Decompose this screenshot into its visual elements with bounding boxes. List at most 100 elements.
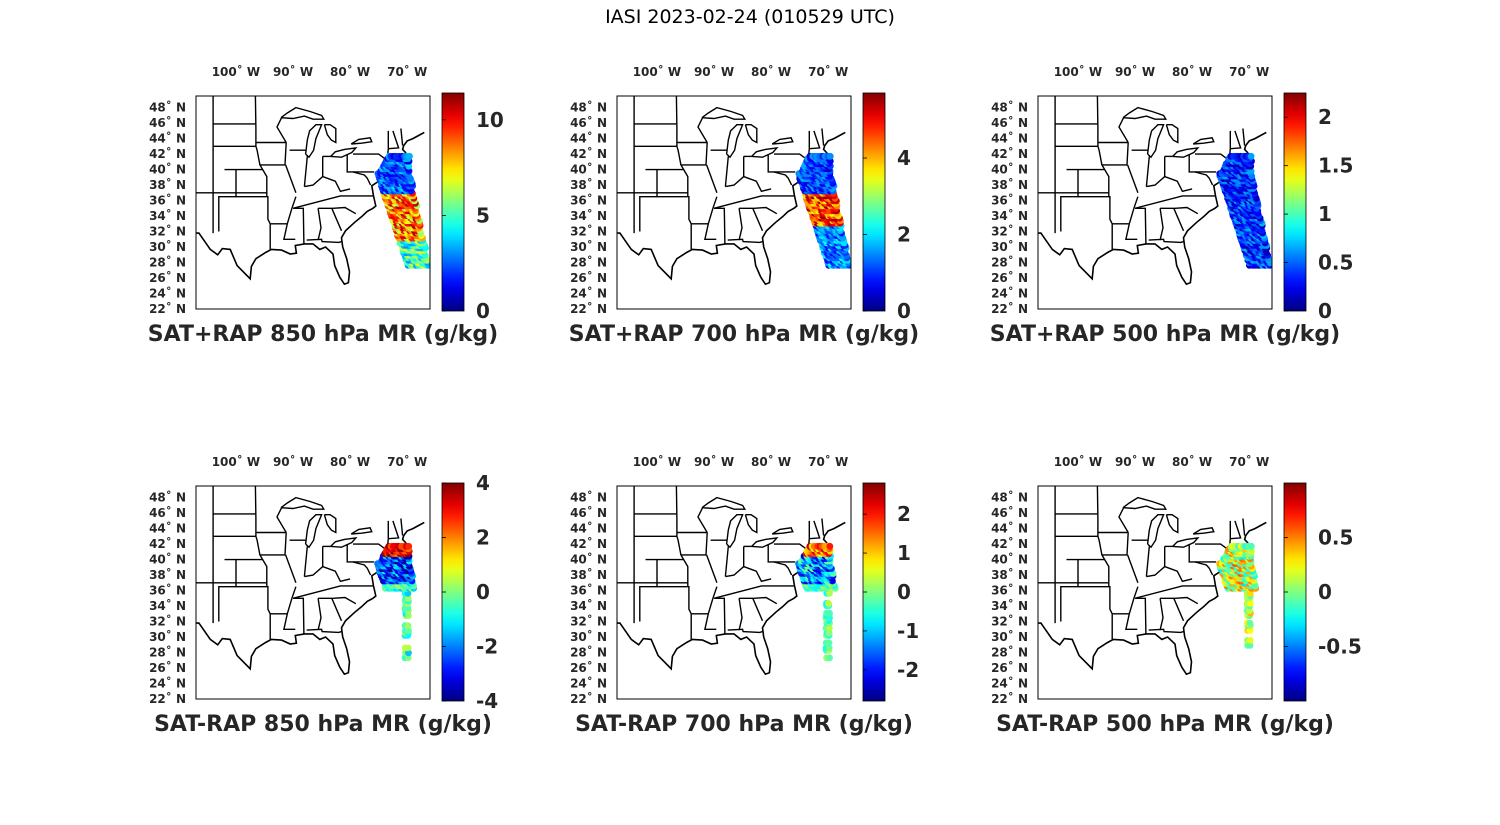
latitude-tick-label: 46˚ N: [570, 115, 607, 130]
state-border: [259, 142, 287, 166]
state-border: [293, 207, 305, 244]
state-border: [714, 597, 726, 634]
state-border: [1195, 153, 1230, 161]
panel-title: SAT-RAP 850 hPa MR (g/kg): [154, 712, 492, 737]
state-border: [1173, 598, 1185, 622]
latitude-tick-label: 48˚ N: [149, 100, 186, 115]
state-border: [1101, 142, 1129, 166]
map-geography: [1038, 486, 1267, 676]
state-border: [752, 208, 764, 232]
great-lake-outline: [1146, 124, 1165, 159]
latitude-tick-label: 48˚ N: [570, 100, 607, 115]
state-border: [739, 596, 778, 605]
state-border: [400, 128, 404, 146]
colorbar-tick-label: -0.5: [1318, 635, 1362, 659]
latitude-tick-label: 22˚ N: [570, 301, 607, 316]
retrieval-point: [404, 644, 412, 652]
state-border: [680, 142, 708, 166]
latitude-tick-label: 40˚ N: [991, 552, 1028, 567]
state-border: [1135, 207, 1147, 244]
map-frame: [616, 95, 852, 310]
longitude-tick-label: 100˚ W: [633, 454, 681, 469]
longitude-tick-label: 90˚ W: [694, 454, 734, 469]
colorbar-tick-label: 0: [1318, 299, 1332, 323]
state-border: [303, 156, 308, 187]
state-border: [1118, 507, 1129, 533]
colorbar-tick-label: 1.5: [1318, 154, 1353, 178]
state-border: [259, 532, 287, 556]
state-border: [1148, 238, 1184, 244]
retrieval-points: [795, 542, 839, 662]
state-border: [1126, 554, 1139, 584]
retrieval-point: [826, 542, 834, 550]
state-border: [1096, 486, 1110, 587]
retrieval-point: [825, 644, 833, 652]
colorbar-tick-label: 2: [897, 223, 911, 247]
state-border: [738, 598, 743, 631]
colorbar-tick-label: -1: [897, 619, 919, 643]
map-frame: [195, 485, 431, 700]
state-border: [331, 598, 343, 622]
state-border: [303, 546, 308, 577]
state-border: [1134, 195, 1216, 209]
state-border: [1078, 586, 1113, 615]
latitude-tick-label: 22˚ N: [991, 691, 1028, 706]
latitude-tick-label: 24˚ N: [149, 286, 186, 301]
latitude-tick-label: 36˚ N: [149, 583, 186, 598]
state-border: [1096, 96, 1110, 197]
state-border: [304, 565, 351, 583]
latitude-tick-label: 32˚ N: [991, 614, 1028, 629]
state-border: [283, 196, 297, 240]
colorbar-tick-label: 0.5: [1318, 526, 1353, 550]
latitude-tick-label: 34˚ N: [570, 208, 607, 223]
latitude-tick-label: 22˚ N: [570, 691, 607, 706]
latitude-tick-label: 32˚ N: [570, 224, 607, 239]
colorbar-tick-label: 10: [476, 108, 504, 132]
latitude-tick-label: 38˚ N: [149, 177, 186, 192]
state-border: [774, 153, 809, 161]
state-border: [1160, 206, 1199, 215]
longitude-tick-label: 70˚ W: [808, 454, 848, 469]
retrieval-points: [1216, 542, 1260, 649]
longitude-tick-label: 90˚ W: [273, 64, 313, 79]
retrieval-point: [1246, 642, 1254, 649]
state-border: [306, 238, 342, 244]
latitude-tick-label: 32˚ N: [149, 224, 186, 239]
state-border: [1195, 543, 1230, 551]
retrieval-point: [1246, 637, 1254, 644]
colorbar-tick-label: 2: [476, 526, 490, 550]
longitude-tick-label: 70˚ W: [387, 64, 427, 79]
map-geography: [617, 96, 851, 286]
colorbar-tick-label: 0: [897, 580, 911, 604]
state-border: [1242, 518, 1246, 536]
colorbar-tick-label: 0: [1318, 580, 1332, 604]
latitude-tick-label: 24˚ N: [570, 676, 607, 691]
longitude-tick-label: 80˚ W: [330, 64, 370, 79]
colorbar: -0.5 0 0.5: [1283, 482, 1362, 702]
latitude-tick-label: 44˚ N: [570, 521, 607, 536]
state-border: [697, 507, 708, 533]
state-border: [704, 586, 718, 630]
state-border: [680, 532, 708, 556]
state-border: [713, 195, 795, 209]
latitude-tick-label: 36˚ N: [570, 193, 607, 208]
retrieval-point: [1248, 542, 1255, 550]
state-border: [657, 196, 692, 225]
state-border: [1118, 117, 1129, 143]
latitude-tick-label: 48˚ N: [991, 490, 1028, 505]
retrieval-point: [1246, 599, 1254, 607]
state-border: [218, 169, 237, 232]
latitude-tick-label: 40˚ N: [570, 162, 607, 177]
great-lake-outline: [701, 496, 747, 510]
latitude-tick-label: 42˚ N: [570, 146, 607, 161]
state-border: [1125, 586, 1139, 630]
state-border: [1134, 585, 1216, 599]
state-border: [293, 597, 305, 634]
state-border: [739, 206, 778, 215]
latitude-tick-label: 36˚ N: [991, 193, 1028, 208]
retrieval-point: [404, 622, 412, 629]
state-border: [1188, 544, 1217, 563]
colorbar-tick-label: 4: [476, 471, 490, 495]
state-border: [276, 507, 287, 533]
latitude-tick-label: 26˚ N: [149, 270, 186, 285]
